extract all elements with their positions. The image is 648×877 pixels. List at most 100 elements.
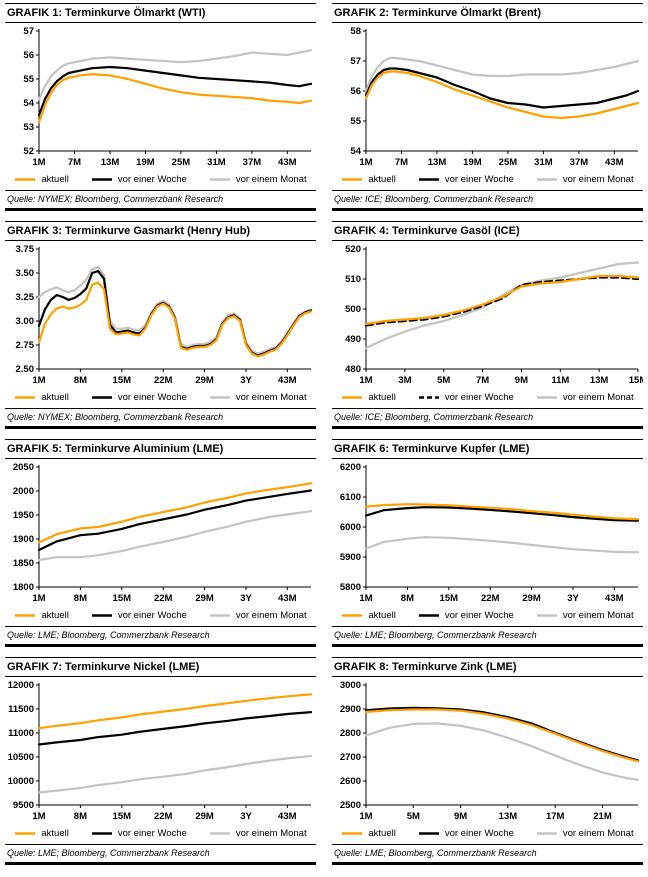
legend-item: aktuell: [341, 610, 396, 621]
legend-line-sample: [15, 396, 36, 399]
line-chart: 2500 2600 2700 2800 2900 3000 1M 5M 9M 13M 17M 21M: [332, 677, 643, 827]
y-axis-label: 6000: [340, 522, 361, 533]
series-line-vor-einer-woche: [37, 270, 313, 357]
legend-line-sample: [15, 178, 36, 181]
legend-label: aktuell: [41, 392, 69, 403]
y-axis-label: 3.75: [16, 244, 35, 255]
legend-item: vor einer Woche: [418, 610, 514, 621]
x-axis-label: 11M: [551, 375, 569, 386]
y-axis-label: 3.25: [16, 292, 35, 303]
x-axis-label: 29M: [195, 375, 214, 386]
x-axis-label: 8M: [74, 593, 87, 604]
chart-source: Quelle: LME; Bloomberg, Commerzbank Rese…: [5, 844, 316, 862]
legend-item: vor einer Woche: [91, 610, 187, 621]
x-axis-label: 22M: [154, 375, 173, 386]
x-axis-label: 1M: [359, 593, 372, 604]
x-axis-label: 29M: [195, 811, 214, 822]
x-axis-label: 1M: [359, 157, 372, 168]
x-axis-label: 8M: [401, 593, 414, 604]
y-axis-label: 1900: [13, 534, 34, 545]
chart-title: GRAFIK 7: Terminkurve Nickel (LME): [5, 658, 316, 677]
x-axis-label: 43M: [605, 157, 624, 168]
legend-item: aktuell: [14, 828, 69, 839]
x-axis-label: 5M: [437, 375, 450, 386]
legend-line-sample: [536, 396, 557, 399]
x-axis-label: 37M: [570, 157, 589, 168]
chart-legend: aktuell vor einer Woche vor einem Monat: [332, 391, 643, 408]
chart-source: Quelle: LME; Bloomberg, Commerzbank Rese…: [332, 844, 643, 862]
legend-item: vor einer Woche: [418, 828, 514, 839]
chart-title: GRAFIK 1: Terminkurve Ölmarkt (WTI): [5, 4, 316, 23]
chart-title: GRAFIK 3: Terminkurve Gasmarkt (Henry Hu…: [5, 222, 316, 241]
series-line-vor-einer-woche: [37, 489, 313, 552]
legend-line-sample: [342, 396, 363, 399]
y-axis-label: 2700: [340, 752, 361, 763]
x-axis-label: 43M: [278, 593, 297, 604]
chart-legend: aktuell vor einer Woche vor einem Monat: [5, 173, 316, 190]
x-axis-label: 13M: [499, 811, 518, 822]
y-axis-label: 10000: [8, 776, 34, 787]
legend-label: aktuell: [368, 828, 396, 839]
line-chart: 52 53 54 55 56 57 1M 7M 13M 19M 25M 31M 37M 43M: [5, 23, 316, 173]
legend-label: aktuell: [368, 392, 396, 403]
y-axis-label: 2050: [13, 462, 34, 473]
legend-item: aktuell: [14, 610, 69, 621]
chart-source: Quelle: ICE; Bloomberg, Commerzbank Rese…: [332, 190, 643, 208]
legend-item: vor einem Monat: [209, 392, 307, 403]
legend-line-sample: [418, 832, 439, 835]
legend-label: vor einer Woche: [117, 610, 187, 621]
chart-legend: aktuell vor einer Woche vor einem Monat: [5, 609, 316, 626]
y-axis-label: 1950: [13, 510, 34, 521]
chart-canvas: 5800 5900 6000 6100 6200 1M 8M 15M 22M 29M 3Y 43M: [340, 462, 640, 604]
x-axis-label: 9M: [515, 375, 528, 386]
x-axis-label: 19M: [463, 157, 482, 168]
line-chart: 5800 5900 6000 6100 6200 1M 8M 15M 22M 29M 3Y 43M: [332, 459, 643, 609]
x-axis-label: 7M: [68, 157, 81, 168]
series-line-vor-einem-monat: [37, 266, 313, 355]
legend-label: vor einer Woche: [117, 174, 187, 185]
y-axis-label: 6200: [340, 462, 361, 473]
chart-legend: aktuell vor einer Woche vor einem Monat: [5, 391, 316, 408]
legend-item: vor einer Woche: [418, 392, 514, 403]
legend-label: aktuell: [41, 828, 69, 839]
chart-source: Quelle: NYMEX; Bloomberg, Commerzbank Re…: [5, 190, 316, 208]
legend-label: vor einem Monat: [562, 610, 634, 621]
y-axis-label: 3.50: [16, 268, 35, 279]
x-axis-label: 13M: [590, 375, 609, 386]
legend-item: vor einem Monat: [536, 828, 634, 839]
legend-item: aktuell: [341, 828, 396, 839]
legend-label: aktuell: [41, 174, 69, 185]
x-axis-label: 43M: [278, 157, 297, 168]
chart-panel-grafik-4: GRAFIK 4: Terminkurve Gasöl (ICE) 480 490…: [332, 221, 643, 429]
legend-label: vor einer Woche: [444, 828, 514, 839]
x-axis-label: 29M: [195, 593, 214, 604]
legend-item: vor einem Monat: [536, 610, 634, 621]
x-axis-label: 9M: [454, 811, 467, 822]
x-axis-label: 31M: [534, 157, 553, 168]
chart-canvas: 1800 1850 1900 1950 2000 2050 1M 8M 15M 22M 29M 3Y 4…: [13, 462, 313, 604]
legend-label: vor einer Woche: [117, 828, 187, 839]
x-axis-label: 3Y: [240, 593, 252, 604]
legend-item: vor einem Monat: [209, 828, 307, 839]
legend-line-sample: [209, 178, 230, 181]
legend-line-sample: [536, 614, 557, 617]
legend-line-sample: [15, 614, 36, 617]
x-axis-label: 15M: [113, 811, 132, 822]
legend-label: aktuell: [41, 610, 69, 621]
chart-source: Quelle: ICE; Bloomberg, Commerzbank Rese…: [332, 408, 643, 426]
y-axis-label: 2000: [13, 486, 34, 497]
series-line-aktuell: [37, 73, 313, 124]
legend-item: vor einem Monat: [209, 174, 307, 185]
x-axis-label: 15M: [629, 375, 643, 386]
x-axis-label: 15M: [440, 593, 459, 604]
legend-line-sample: [91, 614, 112, 617]
legend-item: vor einer Woche: [91, 174, 187, 185]
series-line-vor-einem-monat: [364, 722, 640, 781]
series-line-vor-einer-woche: [37, 65, 313, 117]
legend-item: aktuell: [341, 392, 396, 403]
chart-title: GRAFIK 8: Terminkurve Zink (LME): [332, 658, 643, 677]
y-axis-label: 56: [350, 86, 361, 97]
y-axis-label: 56: [23, 50, 34, 61]
y-axis-label: 12000: [8, 680, 34, 691]
y-axis-label: 55: [350, 116, 361, 127]
